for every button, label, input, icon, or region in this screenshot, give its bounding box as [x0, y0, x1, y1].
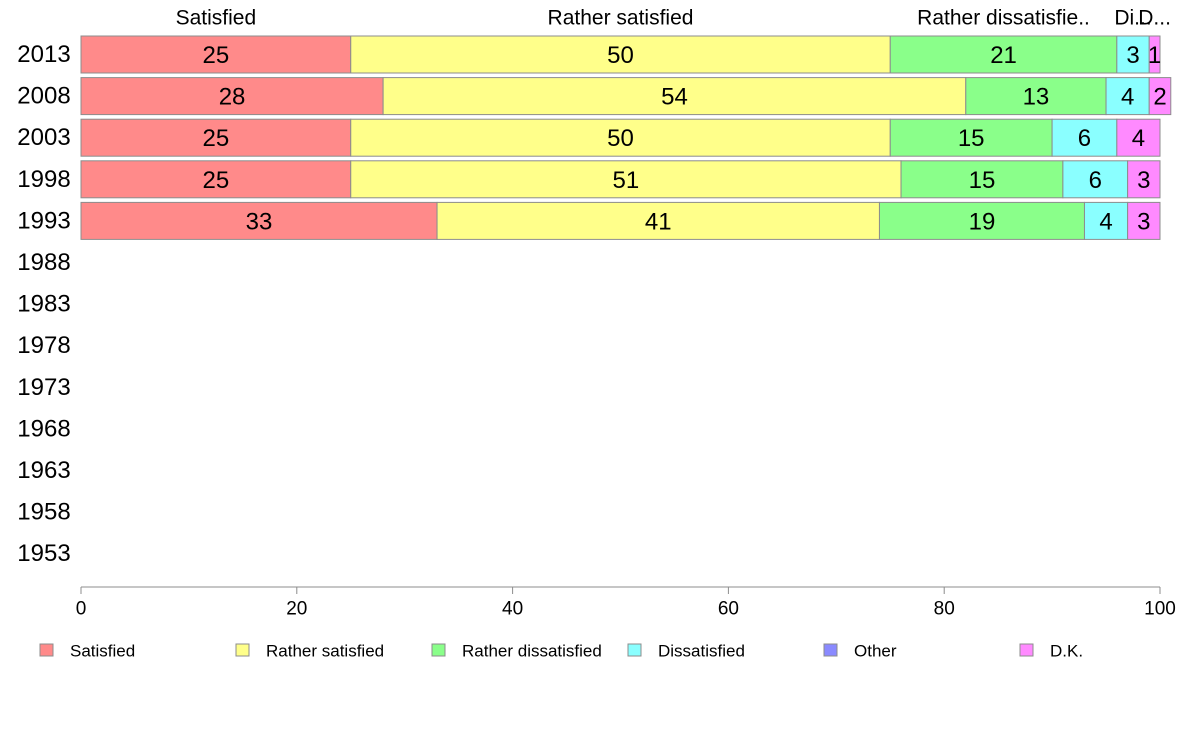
data-label: 6 [1089, 167, 1102, 194]
bar-segment [382, 77, 967, 116]
data-label: 6 [1078, 125, 1091, 152]
top-category-labels: Satisfied Rather satisfied Rather dissatis… [176, 7, 1171, 30]
legend-label: Dissatisfied [658, 642, 745, 661]
year-label: 2003 [17, 124, 70, 151]
legend-swatch [1019, 643, 1034, 657]
bar-segment [965, 77, 1107, 116]
legend-swatch [39, 643, 54, 657]
data-label: 2 [1153, 84, 1166, 111]
top-category-label: D... [1138, 7, 1171, 30]
legend-label: Other [854, 642, 897, 661]
data-label: 54 [661, 84, 688, 111]
legend-label: Rather dissatisfied [462, 642, 602, 661]
year-label: 1968 [17, 415, 70, 442]
legend-swatch [823, 643, 838, 657]
bar-segment [900, 160, 1064, 199]
x-tick-label: 60 [718, 599, 739, 620]
legend-label: D.K. [1050, 642, 1083, 661]
data-label: 15 [958, 125, 985, 152]
year-label: 1978 [17, 332, 70, 359]
data-label: 1 [1148, 42, 1161, 69]
bar-segment [350, 118, 891, 157]
data-label: 3 [1137, 208, 1150, 235]
data-label: 21 [990, 42, 1017, 69]
bar-segment [350, 160, 902, 199]
top-category-label: Rather satisfied [548, 7, 694, 30]
data-label: 19 [969, 208, 996, 235]
data-label: 13 [1023, 84, 1050, 111]
bar-segment [436, 201, 880, 240]
data-label: 25 [203, 125, 230, 152]
x-axis: 0 20 40 60 80 100 [76, 586, 1176, 620]
bar-segment [1083, 201, 1129, 240]
top-category-label: Satisfied [176, 7, 257, 30]
data-label: 25 [203, 42, 230, 69]
bar-segment [80, 201, 438, 240]
data-label: 15 [969, 167, 996, 194]
year-label: 2008 [17, 83, 70, 110]
bar-segment [1105, 77, 1150, 116]
year-label: 1983 [17, 291, 70, 318]
data-label: 41 [645, 208, 672, 235]
year-label: 1958 [17, 499, 70, 526]
top-category-label: Di... [1114, 7, 1151, 30]
data-label: 50 [607, 42, 634, 69]
data-label: 50 [607, 125, 634, 152]
bar-segment [1148, 77, 1172, 116]
year-label: 1993 [17, 207, 70, 234]
x-tick-label: 40 [502, 599, 523, 620]
bar-segment [1127, 160, 1161, 199]
data-label: 4 [1099, 208, 1112, 235]
year-label: 1973 [17, 374, 70, 401]
data-label: 33 [246, 208, 273, 235]
data-label: 25 [203, 167, 230, 194]
bars: 25 50 21 3 128 54 13 4 225 50 15 6 425 51 15 6 333 41 19 4 3 [80, 35, 1172, 240]
x-tick-label: 100 [1144, 599, 1176, 620]
year-label: 1953 [17, 540, 70, 567]
year-label: 1998 [17, 166, 70, 193]
legend-swatch [235, 643, 250, 657]
year-axis-labels: 2013 2008 2003 1998 1993 1988 1983 1978 1973 1968… [17, 41, 70, 567]
legend-label: Satisfied [70, 642, 135, 661]
bar-segment [1062, 160, 1129, 199]
legend: Satisfied Rather satisfied Rather dissatis… [39, 642, 1083, 661]
bar-segment [80, 77, 384, 116]
data-label: 4 [1121, 84, 1134, 111]
data-label: 3 [1126, 42, 1139, 69]
x-tick-label: 80 [934, 599, 955, 620]
bar-segment [350, 35, 891, 74]
year-label: 1988 [17, 249, 70, 276]
year-label: 2013 [17, 41, 70, 68]
bar-segment [889, 118, 1053, 157]
x-tick-label: 0 [76, 599, 87, 620]
data-label: 3 [1137, 167, 1150, 194]
top-category-label: Rather dissatisfie.. [917, 7, 1090, 30]
data-label: 4 [1132, 125, 1145, 152]
bar-segment [878, 201, 1085, 240]
legend-swatch [627, 643, 642, 657]
x-tick-label: 20 [286, 599, 307, 620]
legend-swatch [431, 643, 446, 657]
data-label: 28 [219, 84, 246, 111]
bar-segment [80, 118, 352, 157]
data-label: 51 [613, 167, 640, 194]
bar-segment [80, 160, 352, 199]
year-label: 1963 [17, 457, 70, 484]
bar-segment [1116, 118, 1161, 157]
bar-segment [1148, 35, 1161, 74]
legend-label: Rather satisfied [266, 642, 384, 661]
bar-segment [1127, 201, 1161, 240]
